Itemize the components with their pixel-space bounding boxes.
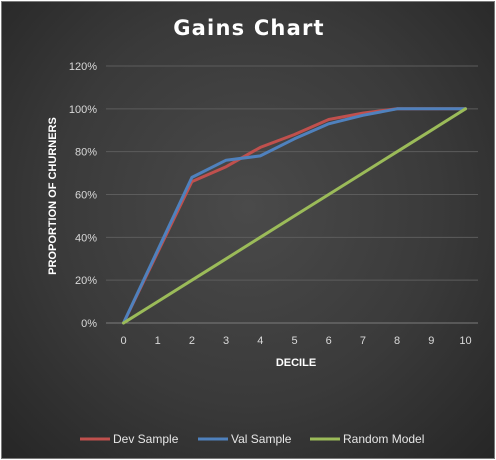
series-line-val-sample: [122, 107, 467, 325]
series-line-random-model: [122, 107, 467, 325]
x-tick-label: 9: [428, 335, 434, 347]
x-tick-label: 5: [291, 335, 297, 347]
x-tick-label: 0: [120, 335, 126, 347]
y-tick-label: 120%: [69, 61, 97, 73]
y-tick-label: 80%: [75, 147, 97, 159]
legend: Dev Sample Val Sample Random Model: [80, 432, 424, 446]
gridlines: [106, 65, 478, 281]
y-tick-label: 0%: [81, 318, 97, 330]
x-tick-label: 7: [360, 335, 366, 347]
x-tick-label: 3: [223, 335, 229, 347]
y-tick-label: 20%: [75, 275, 97, 287]
x-axis-title: DECILE: [276, 357, 316, 369]
chart-title: Gains Chart: [173, 16, 325, 40]
series-lines: [122, 107, 467, 325]
legend-label-random-model: Random Model: [343, 432, 424, 446]
legend-label-dev-sample: Dev Sample: [113, 432, 179, 446]
x-tick-label: 10: [459, 335, 471, 347]
x-tick-label: 1: [155, 335, 161, 347]
x-tick-label: 2: [189, 335, 195, 347]
y-tick-label: 60%: [75, 190, 97, 202]
y-tick-label: 40%: [75, 232, 97, 244]
y-axis-title: PROPORTION OF CHURNERS: [47, 117, 59, 275]
x-tick-label: 4: [257, 335, 263, 347]
y-tick-label: 100%: [69, 104, 97, 116]
x-tick-label: 8: [394, 335, 400, 347]
axes: 0% 20% 40% 60% 80% 100% 120% 0 1 2 3 4 5 6 7 8 9 10: [69, 61, 478, 347]
legend-label-val-sample: Val Sample: [231, 432, 292, 446]
x-tick-label: 6: [326, 335, 332, 347]
